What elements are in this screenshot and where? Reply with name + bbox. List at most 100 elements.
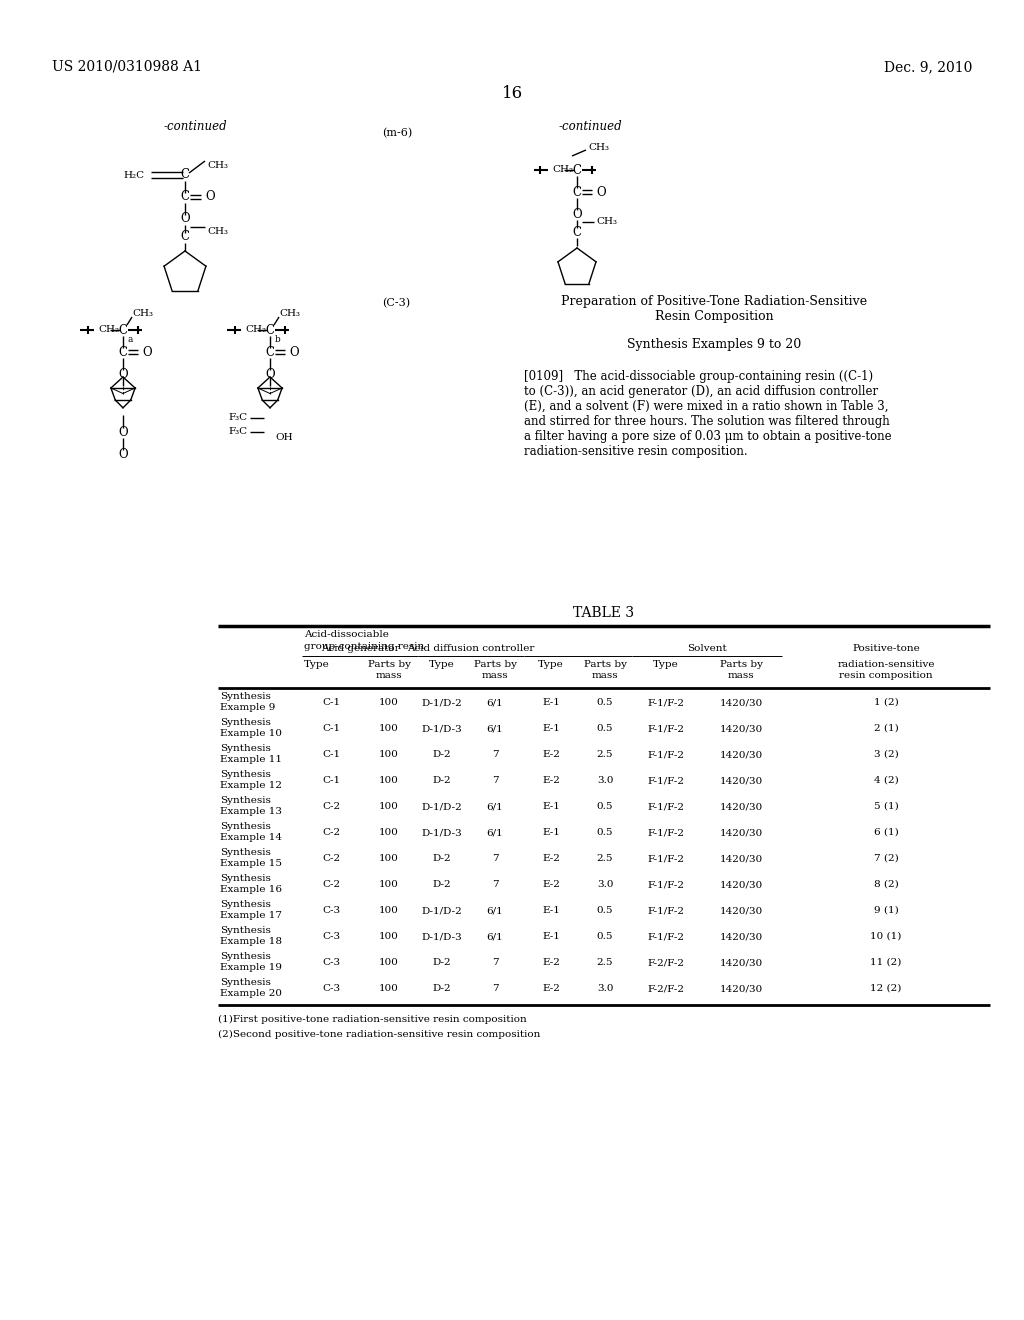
- Text: 7: 7: [492, 958, 499, 968]
- Text: 6 (1): 6 (1): [873, 828, 898, 837]
- Text: D-2: D-2: [433, 983, 452, 993]
- Text: 7: 7: [492, 854, 499, 863]
- Text: 0.5: 0.5: [597, 803, 613, 810]
- Text: -continued: -continued: [558, 120, 622, 133]
- Text: 2.5: 2.5: [597, 750, 613, 759]
- Text: O: O: [289, 346, 299, 359]
- Text: 100: 100: [379, 880, 399, 888]
- Text: 0.5: 0.5: [597, 828, 613, 837]
- Text: group-containing resin: group-containing resin: [304, 642, 424, 651]
- Text: CH₃: CH₃: [207, 227, 228, 235]
- Text: CH₃: CH₃: [132, 309, 153, 318]
- Text: CH₂: CH₂: [98, 326, 119, 334]
- Text: Example 9: Example 9: [220, 704, 275, 711]
- Text: C-3: C-3: [322, 906, 340, 915]
- Text: 100: 100: [379, 723, 399, 733]
- Text: E-2: E-2: [542, 750, 560, 759]
- Text: O: O: [118, 425, 128, 438]
- Text: D-1/D-3: D-1/D-3: [422, 723, 463, 733]
- Text: 3.0: 3.0: [597, 983, 613, 993]
- Text: Preparation of Positive-Tone Radiation-Sensitive: Preparation of Positive-Tone Radiation-S…: [561, 294, 867, 308]
- Text: Positive-tone: Positive-tone: [852, 644, 920, 653]
- Text: 1420/30: 1420/30: [720, 803, 763, 810]
- Text: Synthesis: Synthesis: [220, 770, 271, 779]
- Text: E-2: E-2: [542, 880, 560, 888]
- Text: Example 19: Example 19: [220, 964, 282, 972]
- Text: F-1/F-2: F-1/F-2: [647, 880, 684, 888]
- Text: Type: Type: [429, 660, 455, 669]
- Text: C: C: [180, 190, 189, 203]
- Text: 100: 100: [379, 698, 399, 708]
- Text: 1420/30: 1420/30: [720, 958, 763, 968]
- Text: E-2: E-2: [542, 983, 560, 993]
- Text: C-2: C-2: [322, 880, 340, 888]
- Text: 3.0: 3.0: [597, 776, 613, 785]
- Text: D-2: D-2: [433, 776, 452, 785]
- Text: F-1/F-2: F-1/F-2: [647, 803, 684, 810]
- Text: mass: mass: [376, 671, 402, 680]
- Text: E-1: E-1: [542, 906, 560, 915]
- Text: 1420/30: 1420/30: [720, 750, 763, 759]
- Text: C: C: [180, 169, 189, 181]
- Text: F-2/F-2: F-2/F-2: [647, 983, 684, 993]
- Text: O: O: [142, 346, 152, 359]
- Text: E-1: E-1: [542, 803, 560, 810]
- Text: Synthesis: Synthesis: [220, 692, 271, 701]
- Text: CH₃: CH₃: [596, 218, 617, 227]
- Text: and stirred for three hours. The solution was filtered through: and stirred for three hours. The solutio…: [524, 414, 890, 428]
- Text: CH₂: CH₂: [552, 165, 573, 174]
- Text: 7: 7: [492, 880, 499, 888]
- Text: F-1/F-2: F-1/F-2: [647, 906, 684, 915]
- Text: Type: Type: [304, 660, 330, 669]
- Text: F-2/F-2: F-2/F-2: [647, 958, 684, 968]
- Text: 3 (2): 3 (2): [873, 750, 898, 759]
- Text: 5 (1): 5 (1): [873, 803, 898, 810]
- Text: 1420/30: 1420/30: [720, 723, 763, 733]
- Text: C-1: C-1: [322, 698, 340, 708]
- Text: Synthesis: Synthesis: [220, 927, 271, 935]
- Text: mass: mass: [592, 671, 618, 680]
- Text: Acid-dissociable: Acid-dissociable: [304, 630, 389, 639]
- Text: 4 (2): 4 (2): [873, 776, 898, 785]
- Text: F₃C: F₃C: [229, 428, 248, 437]
- Text: 3.0: 3.0: [597, 880, 613, 888]
- Text: Type: Type: [539, 660, 564, 669]
- Text: 7: 7: [492, 776, 499, 785]
- Text: Synthesis: Synthesis: [220, 847, 271, 857]
- Text: F-1/F-2: F-1/F-2: [647, 776, 684, 785]
- Text: Example 17: Example 17: [220, 911, 282, 920]
- Text: 2.5: 2.5: [597, 854, 613, 863]
- Text: 1420/30: 1420/30: [720, 983, 763, 993]
- Text: b: b: [275, 335, 281, 345]
- Text: 6/1: 6/1: [486, 803, 504, 810]
- Text: a: a: [128, 335, 133, 345]
- Text: C: C: [119, 346, 128, 359]
- Text: CH₃: CH₃: [588, 144, 609, 153]
- Text: Solvent: Solvent: [687, 644, 727, 653]
- Text: 1420/30: 1420/30: [720, 828, 763, 837]
- Text: Example 14: Example 14: [220, 833, 282, 842]
- Text: O: O: [118, 447, 128, 461]
- Text: C-3: C-3: [322, 932, 340, 941]
- Text: CH₂: CH₂: [245, 326, 266, 334]
- Text: F-1/F-2: F-1/F-2: [647, 828, 684, 837]
- Text: 0.5: 0.5: [597, 698, 613, 708]
- Text: 1420/30: 1420/30: [720, 932, 763, 941]
- Text: E-1: E-1: [542, 698, 560, 708]
- Text: 100: 100: [379, 906, 399, 915]
- Text: 1420/30: 1420/30: [720, 906, 763, 915]
- Text: Parts by: Parts by: [720, 660, 763, 669]
- Text: 100: 100: [379, 983, 399, 993]
- Text: 100: 100: [379, 828, 399, 837]
- Text: 1 (2): 1 (2): [873, 698, 898, 708]
- Text: 2 (1): 2 (1): [873, 723, 898, 733]
- Text: Acid diffusion controller: Acid diffusion controller: [408, 644, 535, 653]
- Text: C-2: C-2: [322, 854, 340, 863]
- Text: Example 10: Example 10: [220, 729, 282, 738]
- Text: -continued: -continued: [163, 120, 226, 133]
- Text: C: C: [572, 164, 582, 177]
- Text: D-2: D-2: [433, 880, 452, 888]
- Text: 0.5: 0.5: [597, 932, 613, 941]
- Text: 0.5: 0.5: [597, 723, 613, 733]
- Text: F-1/F-2: F-1/F-2: [647, 698, 684, 708]
